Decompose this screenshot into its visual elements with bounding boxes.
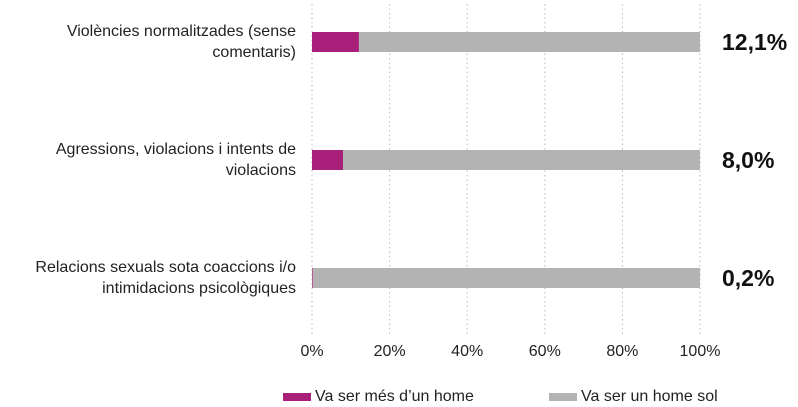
x-tick-label: 20% [374, 343, 406, 360]
bar-segment [312, 150, 344, 170]
bar-segment [358, 32, 700, 52]
category-label: Relacions sexuals sota coaccions i/o int… [35, 259, 296, 297]
bar-segment [312, 268, 700, 288]
legend-label: Va ser un home sol [581, 388, 718, 405]
category-label: Violències normalitzades (sense comentar… [66, 23, 296, 61]
value-label: 8,0% [722, 147, 774, 173]
legend-swatch [283, 393, 311, 401]
x-tick-label: 40% [451, 343, 483, 360]
bar-segment [312, 32, 359, 52]
value-label: 0,2% [722, 265, 774, 291]
legend-label: Va ser més d’un home [315, 388, 474, 405]
x-tick-label: 60% [529, 343, 561, 360]
x-tick-label: 100% [680, 343, 721, 360]
value-label: 12,1% [722, 29, 787, 55]
legend-swatch [549, 393, 577, 401]
bar-segment [312, 268, 313, 288]
category-label: Agressions, violacions i intents de viol… [55, 141, 296, 179]
x-tick-label: 80% [606, 343, 638, 360]
x-tick-label: 0% [300, 343, 323, 360]
bar-segment [343, 150, 700, 170]
